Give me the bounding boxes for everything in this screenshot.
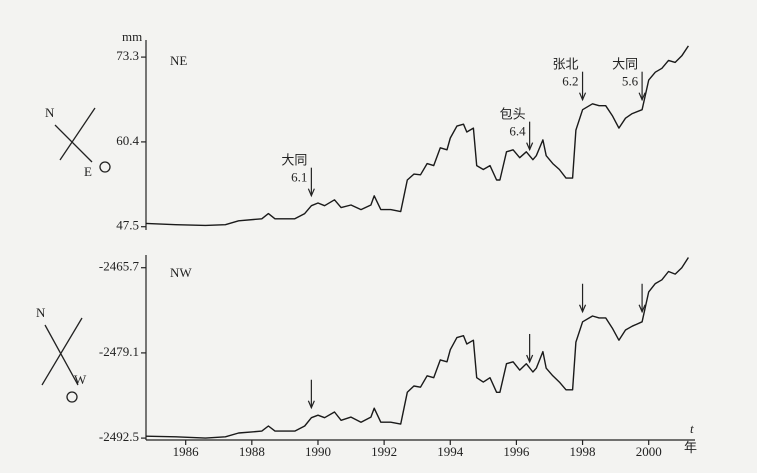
compass-e: E	[84, 164, 92, 179]
annotation-label: 大同	[281, 153, 307, 168]
event-arrow-head	[526, 142, 534, 152]
annotation-label: 包头	[500, 107, 526, 122]
y-tick-label: -2465.7	[99, 259, 140, 274]
compass-nw	[41, 317, 83, 403]
annotation-label: 大同	[612, 57, 638, 72]
annotation-label: 张北	[553, 57, 579, 72]
compass-ne	[54, 107, 111, 173]
y-tick-label: 47.5	[116, 218, 139, 233]
compass-w: W	[74, 372, 87, 387]
event-arrow-head	[638, 92, 646, 102]
compass-line	[44, 324, 79, 386]
panel-label: NW	[170, 265, 192, 280]
x-tick-label: 1986	[173, 444, 200, 459]
y-tick-label: -2492.5	[99, 429, 139, 444]
event-arrow-head	[638, 304, 646, 314]
annotation-value: 5.6	[622, 74, 639, 89]
compass-line	[41, 317, 83, 386]
x-tick-label: 1990	[305, 444, 331, 459]
compass-n: N	[45, 105, 55, 120]
event-arrow-head	[307, 188, 315, 198]
compass-circle	[99, 161, 111, 173]
data-line	[145, 257, 689, 439]
panel-label: NE	[170, 53, 187, 68]
x-tick-label: 1992	[371, 444, 397, 459]
event-arrow-head	[307, 400, 315, 410]
compass-n: N	[36, 305, 46, 320]
event-arrow-head	[579, 92, 587, 102]
compass-line	[54, 124, 93, 163]
x-tick-label: 1994	[437, 444, 464, 459]
annotation-value: 6.1	[291, 170, 307, 185]
y-tick-label: -2479.1	[99, 344, 139, 359]
x-tick-label: 2000	[636, 444, 662, 459]
data-line	[145, 45, 689, 227]
compass-circle	[66, 391, 78, 403]
event-arrow-head	[526, 354, 534, 364]
annotation-value: 6.2	[562, 74, 578, 89]
event-arrow-head	[579, 304, 587, 314]
x-tick-label: 1996	[503, 444, 530, 459]
x-tick-label: 1998	[570, 444, 596, 459]
x-tick-label: 1988	[239, 444, 265, 459]
compass-line	[59, 107, 96, 161]
x-symbol: t	[690, 421, 694, 436]
x-label: 年	[684, 440, 697, 455]
y-unit: mm	[122, 29, 142, 44]
y-tick-label: 60.4	[116, 133, 139, 148]
annotation-value: 6.4	[509, 124, 526, 139]
y-tick-label: 73.3	[116, 48, 139, 63]
